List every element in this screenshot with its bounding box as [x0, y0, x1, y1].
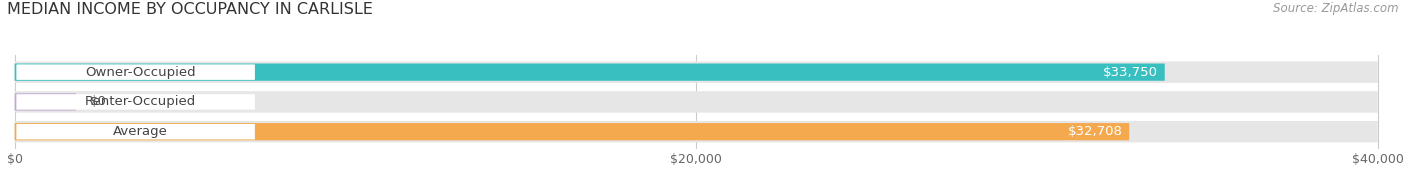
- FancyBboxPatch shape: [17, 64, 254, 80]
- FancyBboxPatch shape: [14, 61, 1378, 83]
- FancyBboxPatch shape: [17, 94, 254, 110]
- FancyBboxPatch shape: [14, 64, 1164, 81]
- Text: $33,750: $33,750: [1102, 66, 1159, 79]
- Text: Source: ZipAtlas.com: Source: ZipAtlas.com: [1274, 2, 1399, 15]
- FancyBboxPatch shape: [17, 124, 254, 139]
- FancyBboxPatch shape: [14, 123, 1129, 140]
- FancyBboxPatch shape: [14, 121, 1378, 142]
- Text: Average: Average: [114, 125, 169, 138]
- Text: MEDIAN INCOME BY OCCUPANCY IN CARLISLE: MEDIAN INCOME BY OCCUPANCY IN CARLISLE: [7, 2, 373, 17]
- Text: Owner-Occupied: Owner-Occupied: [86, 66, 195, 79]
- FancyBboxPatch shape: [14, 91, 1378, 113]
- Text: Renter-Occupied: Renter-Occupied: [86, 95, 197, 108]
- Text: $32,708: $32,708: [1067, 125, 1122, 138]
- Text: $0: $0: [90, 95, 107, 108]
- FancyBboxPatch shape: [14, 93, 76, 111]
